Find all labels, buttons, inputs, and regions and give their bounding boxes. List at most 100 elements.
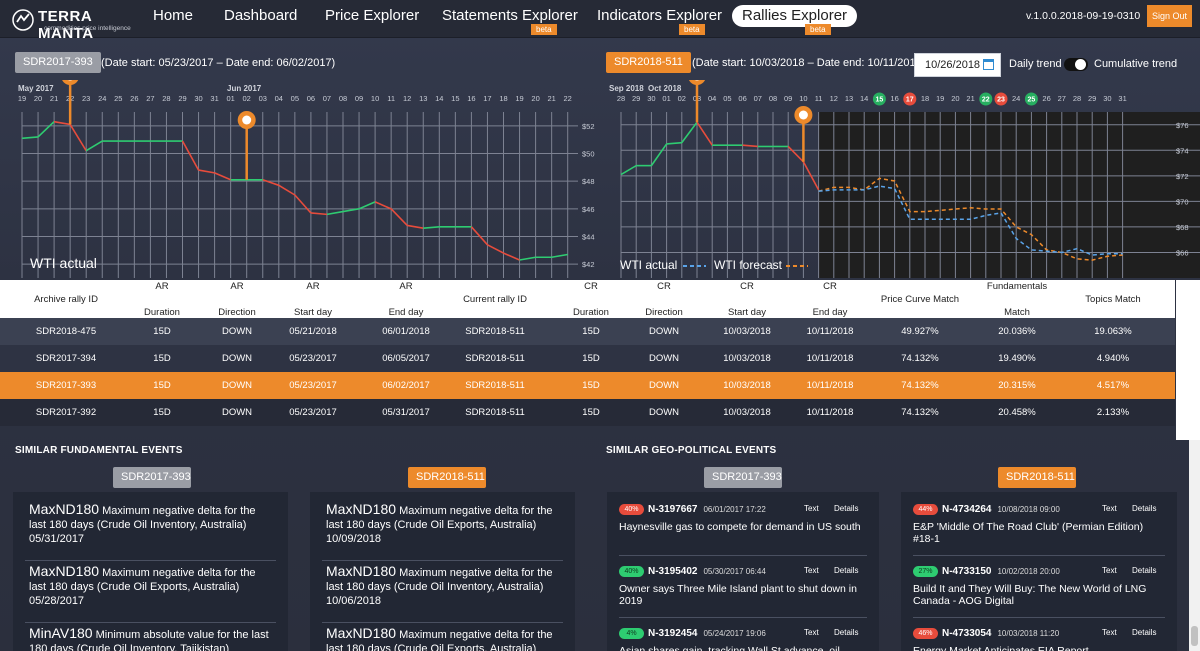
fundamental-event-item[interactable]: MaxND180 Maximum negative delta for the … [326,502,561,546]
right-x-tick-label: 02 [678,94,686,103]
right-x-tick-label: 01 [662,94,670,103]
table-row[interactable]: SDR2017-393 15D DOWN 05/23/2017 06/02/2017 SD… [0,372,1175,399]
fundamental-event-item[interactable]: MaxND180 Maximum negative delta for the … [326,626,561,651]
news-text-link[interactable]: Text [1102,628,1117,637]
table-scrollbar[interactable] [1176,280,1200,440]
geo-event-item[interactable]: 44% N-4734264 10/08/2018 09:00 Text Details E… [913,504,1165,559]
nav-dashboard[interactable]: Dashboard [224,7,298,24]
left-price-segment [470,226,489,246]
table-cell: DOWN [648,407,680,418]
table-cell: 15D [153,326,171,337]
table-header-cell[interactable]: AR End day [351,280,461,318]
left-x-tick-label: 30 [194,94,202,103]
fundamental-left-card: MaxND180 Maximum negative delta for the … [13,492,288,651]
table-header-cell[interactable]: CR Direction [609,280,719,318]
left-y-tick-label: $52 [582,122,595,131]
geo-event-item[interactable]: 40% N-3197667 06/01/2017 17:22 Text Details H… [619,504,867,559]
right-start-marker [688,80,706,85]
table-row[interactable]: SDR2017-392 15D DOWN 05/23/2017 05/31/2017 SD… [0,399,1175,426]
table-cell: DOWN [221,326,253,337]
geo-right-card: 44% N-4734264 10/08/2018 09:00 Text Details E… [901,492,1177,651]
news-details-link[interactable]: Details [1132,566,1157,575]
table-header-cell[interactable]: Fundamentals Match [962,280,1072,318]
news-date: 10/02/2018 20:00 [997,567,1060,576]
left-price-segment [390,208,408,226]
right-y-tick-label: $68 [1176,223,1189,232]
table-header-cell[interactable]: CR End day [775,280,885,318]
news-details-link[interactable]: Details [1132,504,1157,513]
nav-statements-explorer[interactable]: Statements Explorer [442,7,578,24]
table-cell: 10/03/2018 [723,380,771,391]
news-date: 06/01/2017 17:22 [703,505,766,514]
left-x-tick-label: 23 [82,94,90,103]
table-header-cell[interactable]: Topics Match [1058,280,1168,318]
geo-event-item[interactable]: 46% N-4733054 10/03/2018 11:20 Text Details E… [913,628,1165,651]
calendar-icon[interactable] [983,59,994,70]
sign-out-button[interactable]: Sign Out [1147,5,1192,27]
news-date: 10/03/2018 11:20 [997,629,1060,638]
nav-rallies-explorer[interactable]: Rallies Explorer [732,5,858,27]
date-picker-input[interactable]: 10/26/2018 [914,53,1001,77]
table-row[interactable]: SDR2017-394 15D DOWN 05/23/2017 06/05/2017 SD… [0,345,1175,372]
table-header-cell[interactable]: Archive rally ID [11,280,121,318]
news-text-link[interactable]: Text [804,566,819,575]
logo[interactable]: TERRA MANTA commodities price intelligen… [12,6,137,42]
trend-toggle[interactable] [1064,58,1088,71]
table-cell: SDR2018-511 [465,407,525,418]
left-x-tick-label: 19 [515,94,523,103]
news-text-link[interactable]: Text [804,504,819,513]
geo-event-item[interactable]: 4% N-3192454 05/24/2017 19:06 Text Details As… [619,628,867,651]
cumulative-trend-label: Cumulative trend [1094,58,1178,70]
left-y-tick-label: $44 [582,233,595,242]
right-price-segment [666,141,682,145]
nav-price-explorer[interactable]: Price Explorer [325,7,420,24]
page-scrollbar[interactable] [1189,440,1200,651]
table-cell: 20.036% [998,326,1036,337]
left-price-chart[interactable]: 19 20 21 22 23 24 25 26 27 28 29 30 31 01 02 03 04 05 06 07… [0,80,600,278]
right-end-marker-dot [798,110,808,120]
event-separator [913,555,1165,556]
fundamental-event-item[interactable]: MaxND180 Maximum negative delta for the … [29,502,274,546]
left-x-tick-label: 19 [18,94,26,103]
right-price-chart[interactable]: 2829300102030405060708091011121314151617… [608,80,1200,278]
left-price-segment [53,120,71,126]
table-cell: SDR2017-392 [35,407,97,418]
news-date: 05/24/2017 19:06 [703,629,766,638]
left-price-segment [21,136,39,140]
rallies-beta-badge: beta [805,24,831,35]
forecast-orange-line [818,177,1123,261]
table-header-cell[interactable]: CR Start day [692,280,802,318]
table-header-cell[interactable]: Current rally ID [440,280,550,318]
table-cell: 05/23/2017 [289,407,337,418]
left-price-segment [69,124,87,152]
table-row[interactable]: SDR2018-475 15D DOWN 05/21/2018 06/01/2018 SD… [0,318,1175,345]
fundamental-event-item[interactable]: MaxND180 Maximum negative delta for the … [29,564,274,608]
news-text-link[interactable]: Text [1102,566,1117,575]
news-details-link[interactable]: Details [834,628,859,637]
page-scrollbar-thumb[interactable] [1191,626,1198,646]
geo-event-item[interactable]: 27% N-4733150 10/02/2018 20:00 Text Details B… [913,566,1165,621]
table-header-text: AR [399,280,413,292]
news-details-link[interactable]: Details [834,504,859,513]
table-cell: 05/23/2017 [289,353,337,364]
table-cell: 20.315% [998,380,1036,391]
table-header-cell[interactable]: Price Curve Match [865,280,975,318]
table-header-cell[interactable]: AR Start day [258,280,368,318]
table-header-cell[interactable]: AR Duration [107,280,217,318]
news-details-link[interactable]: Details [1132,628,1157,637]
table-header-text: AR [155,280,169,292]
table-cell: 74.132% [901,407,939,418]
news-text-link[interactable]: Text [1102,504,1117,513]
table-cell: DOWN [648,353,680,364]
geo-event-item[interactable]: 40% N-3195402 05/30/2017 06:44 Text Details O… [619,566,867,621]
version-label: v.1.0.0.2018-09-19-0310 [1026,10,1141,22]
table-header-text: End day [388,306,424,318]
fundamental-event-item[interactable]: MinAV180 Minimum absolute value for the … [29,626,274,651]
nav-indicators-explorer[interactable]: Indicators Explorer [597,7,723,24]
news-text-link[interactable]: Text [804,628,819,637]
news-details-link[interactable]: Details [834,566,859,575]
nav-home[interactable]: Home [153,7,194,24]
table-header-cell[interactable]: AR Direction [182,280,292,318]
fundamental-event-item[interactable]: MaxND180 Maximum negative delta for the … [326,564,561,608]
table-header-cell[interactable]: CR Duration [536,280,646,318]
